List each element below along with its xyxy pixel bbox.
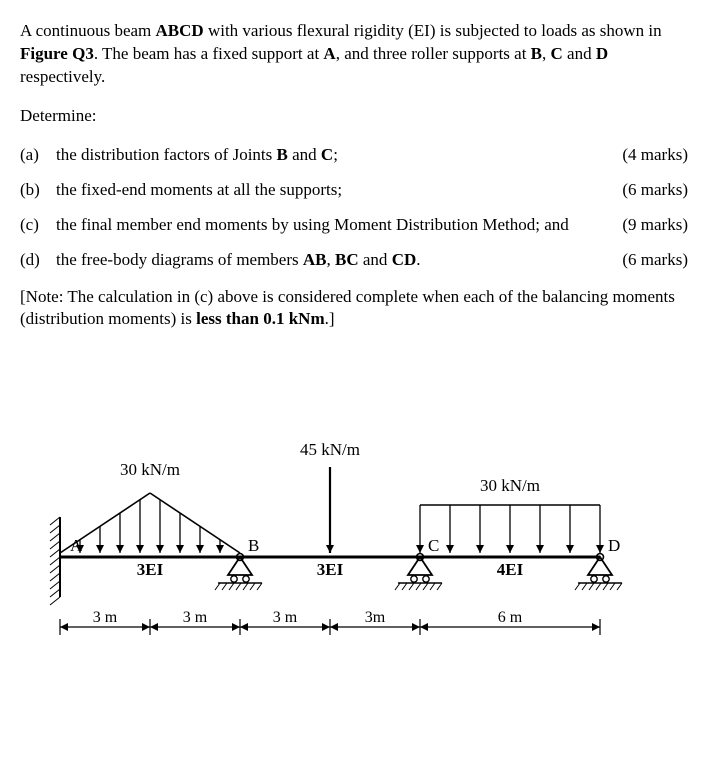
svg-text:30 kN/m: 30 kN/m: [480, 476, 540, 495]
note-text: [Note: The calculation in (c) above is c…: [20, 287, 675, 329]
part-text: the distribution factors of Joints B and…: [56, 144, 588, 167]
svg-text:3EI: 3EI: [137, 560, 164, 579]
part-marks: (4 marks): [588, 144, 688, 167]
part-d: (d) the free-body diagrams of members AB…: [20, 249, 688, 272]
svg-text:3 m: 3 m: [183, 609, 208, 626]
part-label: (a): [20, 144, 56, 167]
svg-text:B: B: [248, 536, 259, 555]
part-marks: (6 marks): [588, 179, 688, 202]
support-b: B: [531, 44, 542, 63]
intro-text: respectively.: [20, 67, 105, 86]
beam-name: ABCD: [156, 21, 204, 40]
intro-text: . The beam has a fixed support at: [94, 44, 324, 63]
intro-text: , and three roller supports at: [336, 44, 531, 63]
part-label: (c): [20, 214, 56, 237]
support-d: D: [596, 44, 608, 63]
part-text: the final member end moments by using Mo…: [56, 214, 588, 237]
beam-figure: ABCD3EI3EI4EI30 kN/m45 kN/m30 kN/m3 m3 m…: [20, 367, 688, 667]
part-label: (d): [20, 249, 56, 272]
intro-text: with various flexural rigidity (EI) is s…: [204, 21, 662, 40]
intro-text: A continuous beam: [20, 21, 156, 40]
support-a: A: [323, 44, 335, 63]
part-marks: (9 marks): [588, 214, 688, 237]
part-label: (b): [20, 179, 56, 202]
svg-text:3 m: 3 m: [273, 609, 298, 626]
svg-text:3 m: 3 m: [93, 609, 118, 626]
intro-text: ,: [542, 44, 551, 63]
part-text: the fixed-end moments at all the support…: [56, 179, 588, 202]
intro-paragraph: A continuous beam ABCD with various flex…: [20, 20, 688, 89]
svg-text:D: D: [608, 536, 620, 555]
note-text: .]: [325, 309, 335, 328]
svg-text:C: C: [428, 536, 439, 555]
svg-text:45 kN/m: 45 kN/m: [300, 440, 360, 459]
svg-text:3EI: 3EI: [317, 560, 344, 579]
beam-diagram: ABCD3EI3EI4EI30 kN/m45 kN/m30 kN/m3 m3 m…: [20, 367, 688, 667]
part-c: (c) the final member end moments by usin…: [20, 214, 688, 237]
svg-text:30 kN/m: 30 kN/m: [120, 460, 180, 479]
part-marks: (6 marks): [588, 249, 688, 272]
svg-text:6 m: 6 m: [498, 609, 523, 626]
svg-text:4EI: 4EI: [497, 560, 524, 579]
intro-text: and: [563, 44, 596, 63]
determine-heading: Determine:: [20, 105, 688, 128]
support-c: C: [551, 44, 563, 63]
svg-text:3m: 3m: [365, 609, 386, 626]
figure-ref: Figure Q3: [20, 44, 94, 63]
part-a: (a) the distribution factors of Joints B…: [20, 144, 688, 167]
part-text: the free-body diagrams of members AB, BC…: [56, 249, 588, 272]
note-paragraph: [Note: The calculation in (c) above is c…: [20, 286, 688, 332]
note-threshold: less than 0.1 kNm: [196, 309, 324, 328]
part-b: (b) the fixed-end moments at all the sup…: [20, 179, 688, 202]
